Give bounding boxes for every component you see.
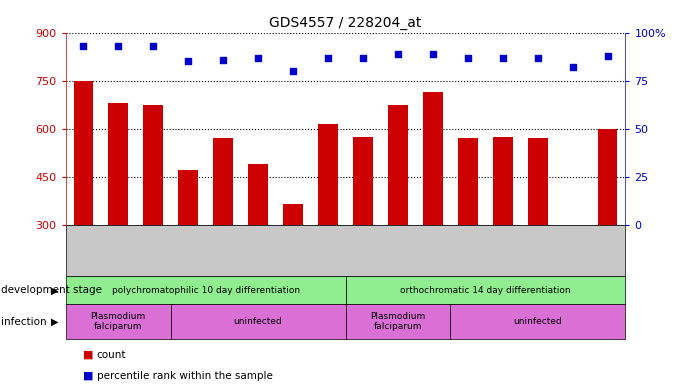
- Bar: [108, 103, 128, 225]
- Bar: [73, 81, 93, 225]
- Text: percentile rank within the sample: percentile rank within the sample: [97, 371, 273, 381]
- Text: uninfected: uninfected: [234, 317, 283, 326]
- Bar: [493, 137, 513, 225]
- Text: ■: ■: [83, 371, 93, 381]
- Point: [462, 55, 473, 61]
- Text: Plasmodium
falciparum: Plasmodium falciparum: [91, 312, 146, 331]
- Text: development stage: development stage: [1, 285, 102, 295]
- Text: ▶: ▶: [51, 317, 59, 327]
- Bar: [144, 105, 162, 225]
- Point: [148, 43, 159, 49]
- Point: [498, 55, 509, 61]
- Text: count: count: [97, 350, 126, 360]
- Text: ▶: ▶: [51, 285, 59, 295]
- Bar: [424, 92, 442, 225]
- Text: uninfected: uninfected: [513, 317, 562, 326]
- Text: Plasmodium
falciparum: Plasmodium falciparum: [370, 312, 426, 331]
- Bar: [319, 124, 338, 225]
- Point: [357, 55, 368, 61]
- Bar: [249, 164, 267, 225]
- Point: [218, 56, 229, 63]
- Bar: [388, 105, 408, 225]
- Bar: [598, 129, 618, 225]
- Point: [77, 43, 88, 49]
- Point: [567, 64, 578, 70]
- Bar: [353, 137, 372, 225]
- Text: ■: ■: [83, 350, 93, 360]
- Point: [113, 43, 124, 49]
- Text: orthochromatic 14 day differentiation: orthochromatic 14 day differentiation: [400, 286, 571, 295]
- Bar: [458, 138, 477, 225]
- Point: [603, 53, 614, 59]
- Bar: [214, 138, 233, 225]
- Text: infection: infection: [1, 317, 46, 327]
- Point: [392, 51, 404, 57]
- Point: [182, 58, 193, 65]
- Point: [428, 51, 439, 57]
- Point: [532, 55, 543, 61]
- Point: [287, 68, 299, 74]
- Bar: [283, 204, 303, 225]
- Title: GDS4557 / 228204_at: GDS4557 / 228204_at: [269, 16, 422, 30]
- Bar: [529, 138, 547, 225]
- Bar: [178, 170, 198, 225]
- Point: [323, 55, 334, 61]
- Point: [252, 55, 263, 61]
- Text: polychromatophilic 10 day differentiation: polychromatophilic 10 day differentiatio…: [111, 286, 300, 295]
